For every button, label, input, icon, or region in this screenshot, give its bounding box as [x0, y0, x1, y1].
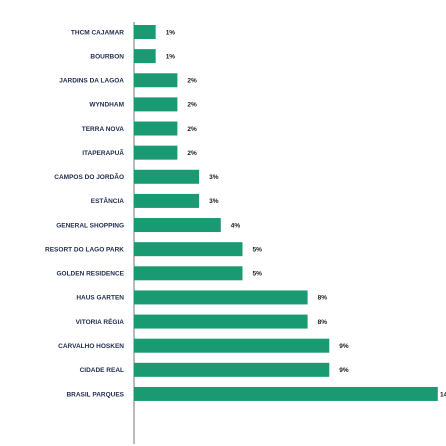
- bar: [134, 242, 243, 257]
- bar: [134, 73, 178, 88]
- bar: [134, 25, 156, 39]
- value-label: 8%: [318, 295, 328, 302]
- category-label: JARDINS DA LAGOA: [59, 78, 124, 85]
- bar: [134, 145, 178, 160]
- category-label: RESORT DO LAGO PARK: [45, 246, 124, 253]
- category-label: WYNDHAM: [89, 102, 124, 109]
- bar: [134, 121, 178, 136]
- bar: [134, 338, 330, 353]
- category-label: CAMPOS DO JORDÃO: [54, 172, 124, 181]
- value-label: 1%: [166, 29, 176, 36]
- category-label: ITAPERAPUÃ: [82, 148, 124, 157]
- value-label: 5%: [253, 246, 263, 253]
- bar-group: THCM CAJAMAR 1% BOURBON 1% JARDINS DA LAGOA 2…: [45, 25, 446, 401]
- value-label: 5%: [253, 271, 263, 278]
- bar: [134, 193, 200, 208]
- value-label: 9%: [339, 367, 349, 374]
- category-label: ESTÂNCIA: [91, 196, 125, 205]
- bar: [134, 314, 308, 329]
- value-label: 14%: [440, 391, 446, 398]
- category-label: BRASIL PARQUES: [66, 391, 124, 398]
- category-label: BOURBON: [90, 53, 124, 60]
- bar: [134, 290, 308, 305]
- value-label: 2%: [187, 150, 197, 157]
- value-label: 2%: [187, 126, 197, 133]
- value-label: 2%: [187, 78, 197, 85]
- bar: [134, 266, 243, 281]
- bar: [134, 386, 438, 401]
- category-label: THCM CAJAMAR: [71, 29, 124, 36]
- category-label: GENERAL SHOPPING: [56, 222, 124, 229]
- value-label: 2%: [187, 102, 197, 109]
- bar: [134, 49, 156, 64]
- value-label: 3%: [209, 198, 219, 205]
- bar: [134, 218, 221, 233]
- bar: [134, 97, 178, 112]
- category-label: CIDADE REAL: [80, 367, 124, 374]
- bar: [134, 362, 330, 377]
- value-label: 1%: [166, 53, 176, 60]
- value-label: 3%: [209, 174, 219, 181]
- category-label: VITORIA RÉGIA: [76, 317, 125, 326]
- value-label: 8%: [318, 319, 328, 326]
- category-label: TERRA NOVA: [82, 126, 125, 133]
- value-label: 9%: [339, 343, 349, 350]
- value-label: 4%: [231, 222, 241, 229]
- category-label: CARVALHO HOSKEN: [58, 343, 124, 350]
- category-label: GOLDEN RESIDENCE: [56, 271, 124, 278]
- bar: [134, 169, 200, 184]
- category-label: HAUS GARTEN: [76, 295, 124, 302]
